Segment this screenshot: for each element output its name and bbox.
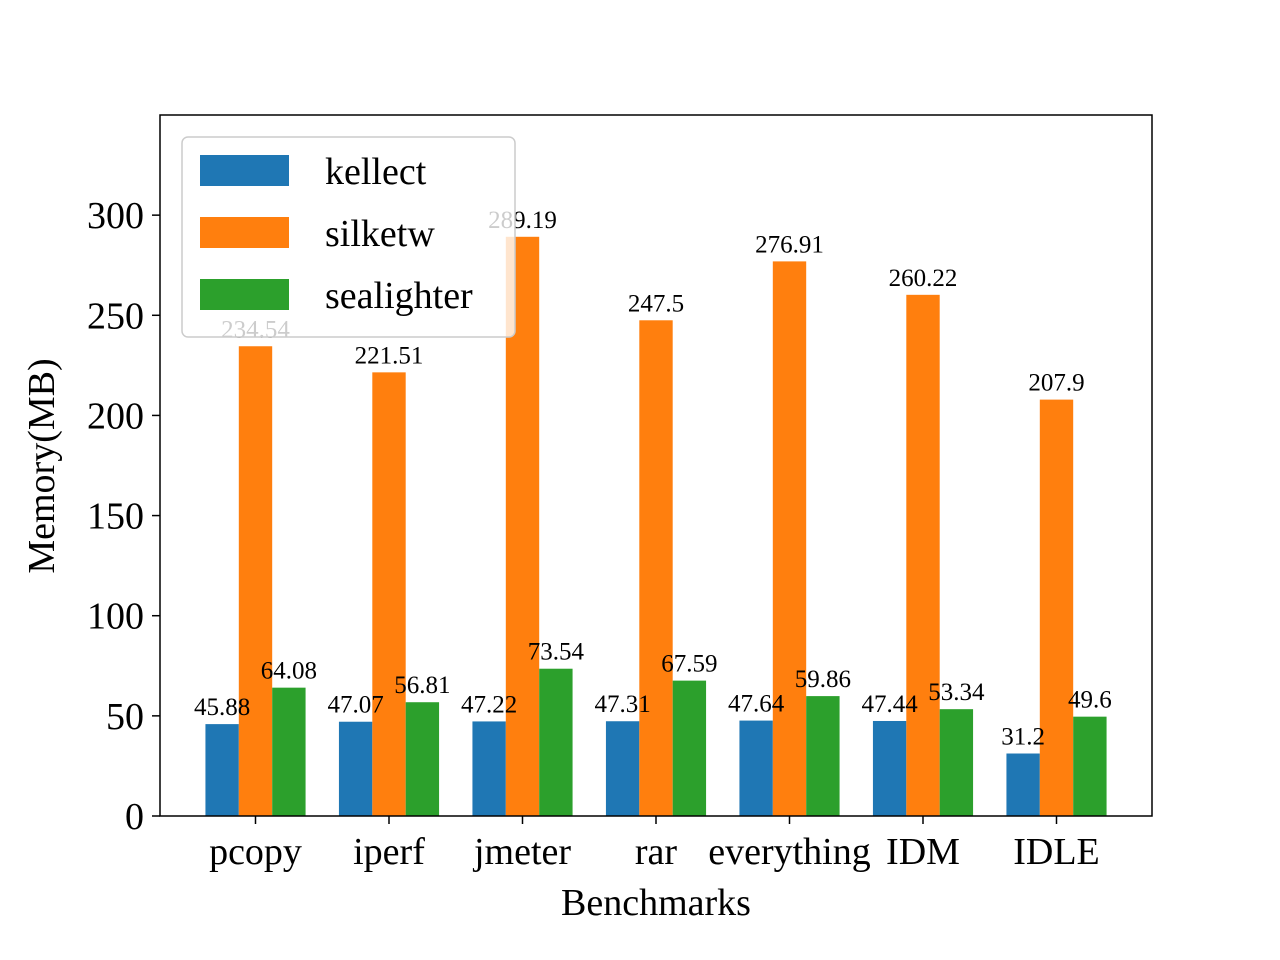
bar-silketw-pcopy: [238, 346, 273, 816]
data-label-silketw-rar: 247.5: [628, 290, 684, 317]
x-axis: pcopy iperf jmeter rar everything IDM IDLE: [209, 816, 1100, 873]
bar-sealighter-rar: [672, 680, 707, 816]
bar-silketw-IDM: [906, 294, 940, 816]
data-label-silketw-IDM: 260.22: [889, 265, 958, 292]
y-tick-label: 250: [87, 295, 144, 337]
y-tick-label: 200: [87, 395, 144, 437]
legend-label-silketw: silketw: [325, 213, 435, 255]
y-axis: 0 50 100 150 200 250 300: [87, 195, 160, 838]
data-label-sealighter-rar: 67.59: [661, 651, 717, 678]
data-label-kellect-IDM: 47.44: [862, 691, 919, 718]
legend-swatch-sealighter: [200, 279, 289, 310]
bar-kellect-IDLE: [1006, 753, 1040, 816]
data-label-sealighter-jmeter: 73.54: [528, 639, 585, 666]
bar-kellect-everything: [739, 720, 773, 816]
y-tick-label: 150: [87, 496, 144, 538]
x-axis-title: Benchmarks: [561, 882, 751, 924]
legend-label-kellect: kellect: [325, 151, 427, 193]
x-tick-label-IDLE: IDLE: [1013, 831, 1100, 873]
bar-kellect-IDM: [872, 720, 907, 816]
x-tick-label-everything: everything: [708, 831, 871, 873]
data-label-kellect-rar: 47.31: [595, 691, 651, 718]
y-tick-label: 0: [125, 796, 144, 838]
y-tick-label: 50: [106, 696, 144, 738]
data-label-silketw-iperf: 221.51: [355, 342, 424, 369]
x-tick-label-IDM: IDM: [886, 831, 960, 873]
legend-swatch-kellect: [200, 155, 289, 186]
y-tick-label: 300: [87, 195, 144, 237]
legend: kellect silketw sealighter: [181, 136, 516, 338]
bar-kellect-rar: [605, 721, 640, 816]
data-label-sealighter-IDM: 53.34: [928, 679, 985, 706]
bar-sealighter-everything: [806, 696, 840, 816]
data-label-silketw-everything: 276.91: [755, 231, 824, 258]
data-label-kellect-jmeter: 47.22: [461, 691, 517, 718]
bar-silketw-everything: [772, 261, 807, 816]
bar-sealighter-IDLE: [1073, 716, 1107, 816]
x-tick-label-iperf: iperf: [353, 831, 425, 873]
y-axis-title: Memory(MB): [21, 358, 63, 573]
data-label-sealighter-pcopy: 64.08: [261, 658, 317, 685]
bar-silketw-IDLE: [1039, 399, 1074, 816]
bar-kellect-jmeter: [472, 721, 506, 816]
data-label-kellect-iperf: 47.07: [328, 692, 384, 719]
data-label-kellect-IDLE: 31.2: [1001, 724, 1045, 751]
bar-kellect-iperf: [338, 721, 373, 816]
x-tick-label-jmeter: jmeter: [472, 831, 571, 873]
data-label-kellect-everything: 47.64: [728, 691, 785, 718]
legend-label-sealighter: sealighter: [325, 275, 473, 317]
bar-sealighter-pcopy: [272, 687, 306, 816]
data-label-kellect-pcopy: 45.88: [194, 694, 250, 721]
legend-swatch-silketw: [200, 217, 289, 248]
bar-silketw-iperf: [372, 372, 406, 816]
data-label-sealighter-everything: 59.86: [795, 666, 851, 693]
bar-sealighter-iperf: [405, 702, 440, 816]
bar-silketw-rar: [639, 320, 673, 816]
bars-group: [205, 236, 1107, 817]
bar-kellect-pcopy: [205, 724, 239, 816]
data-label-sealighter-IDLE: 49.6: [1068, 687, 1112, 714]
x-tick-label-pcopy: pcopy: [209, 831, 302, 873]
x-tick-label-rar: rar: [635, 831, 678, 873]
bar-sealighter-jmeter: [539, 668, 573, 816]
bar-sealighter-IDM: [939, 709, 974, 816]
data-label-sealighter-iperf: 56.81: [394, 672, 450, 699]
y-tick-label: 100: [87, 596, 144, 638]
data-label-silketw-IDLE: 207.9: [1028, 370, 1084, 397]
